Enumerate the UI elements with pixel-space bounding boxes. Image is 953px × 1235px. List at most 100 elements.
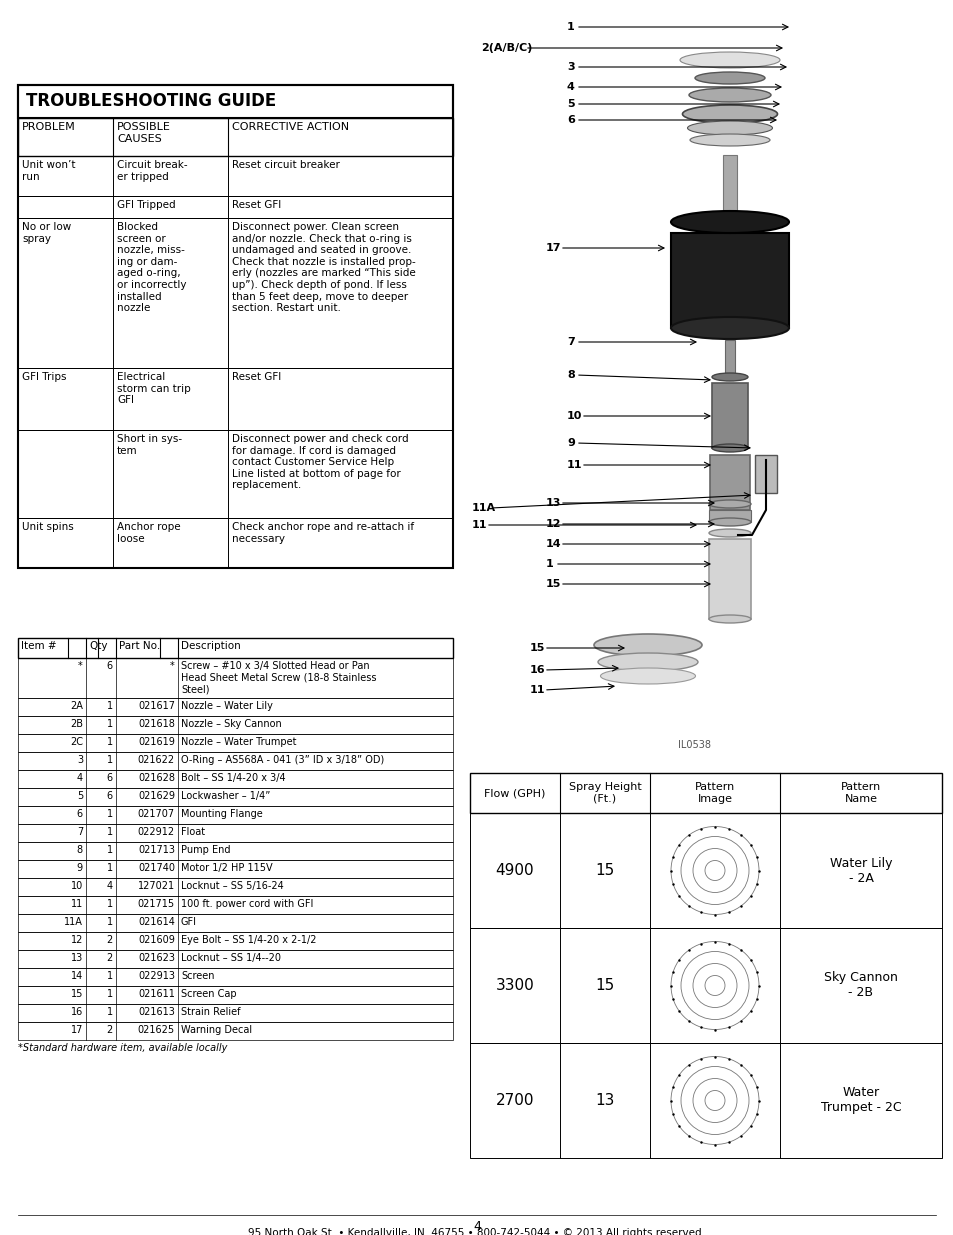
Text: 4900: 4900 — [496, 863, 534, 878]
Text: Eye Bolt – SS 1/4-20 x 2-1/2: Eye Bolt – SS 1/4-20 x 2-1/2 — [181, 935, 316, 945]
Text: 13: 13 — [71, 953, 83, 963]
Text: Nozzle – Sky Cannon: Nozzle – Sky Cannon — [181, 719, 281, 729]
Text: 1: 1 — [545, 559, 553, 569]
Bar — [18, 734, 453, 752]
Text: 3: 3 — [77, 755, 83, 764]
Text: 95 North Oak St. • Kendallville, IN  46755 • 800-742-5044 • © 2013 All rights re: 95 North Oak St. • Kendallville, IN 4675… — [248, 1228, 705, 1235]
Text: 1: 1 — [107, 719, 112, 729]
Ellipse shape — [687, 121, 772, 135]
Ellipse shape — [679, 52, 780, 68]
Text: 12: 12 — [71, 935, 83, 945]
Text: Part No.: Part No. — [119, 641, 160, 651]
Text: Lockwasher – 1/4”: Lockwasher – 1/4” — [181, 790, 270, 802]
Text: 021629: 021629 — [138, 790, 174, 802]
Text: 1: 1 — [107, 989, 112, 999]
Text: Warning Decal: Warning Decal — [181, 1025, 252, 1035]
Text: 3300: 3300 — [496, 978, 534, 993]
Ellipse shape — [708, 500, 750, 508]
Text: 3: 3 — [566, 62, 574, 72]
Ellipse shape — [670, 317, 788, 338]
Bar — [470, 927, 941, 1044]
Text: 127021: 127021 — [138, 881, 174, 890]
Ellipse shape — [708, 517, 750, 526]
Text: 021618: 021618 — [138, 719, 174, 729]
Ellipse shape — [598, 653, 698, 671]
Text: Bolt – SS 1/4-20 x 3/4: Bolt – SS 1/4-20 x 3/4 — [181, 773, 285, 783]
Ellipse shape — [711, 373, 747, 382]
Text: 15: 15 — [71, 989, 83, 999]
Text: 8: 8 — [566, 370, 574, 380]
Bar — [18, 658, 453, 698]
Text: 7: 7 — [76, 827, 83, 837]
Bar — [470, 773, 941, 813]
Ellipse shape — [689, 135, 769, 146]
Text: 11: 11 — [71, 899, 83, 909]
Text: *: * — [170, 661, 174, 671]
Bar — [709, 454, 749, 510]
Text: 12: 12 — [545, 519, 561, 529]
Bar — [18, 914, 453, 932]
Text: 021623: 021623 — [138, 953, 174, 963]
Bar — [18, 716, 453, 734]
Text: Mounting Flange: Mounting Flange — [181, 809, 262, 819]
Text: Nozzle – Water Lily: Nozzle – Water Lily — [181, 701, 273, 711]
Text: 100 ft. power cord with GFI: 100 ft. power cord with GFI — [181, 899, 313, 909]
Text: Motor 1/2 HP 115V: Motor 1/2 HP 115V — [181, 863, 273, 873]
Text: 4: 4 — [566, 82, 575, 91]
Text: 1: 1 — [107, 863, 112, 873]
Ellipse shape — [711, 445, 747, 452]
Text: Water
Trumpet - 2C: Water Trumpet - 2C — [820, 1087, 901, 1114]
Text: 2: 2 — [107, 1025, 112, 1035]
Text: Sky Cannon
- 2B: Sky Cannon - 2B — [823, 972, 897, 999]
Text: 021740: 021740 — [138, 863, 174, 873]
Bar — [722, 156, 737, 220]
Text: 021619: 021619 — [138, 737, 174, 747]
Text: Circuit break-
er tripped: Circuit break- er tripped — [117, 161, 188, 182]
Text: 15: 15 — [545, 579, 560, 589]
Text: Pump End: Pump End — [181, 845, 231, 855]
Text: 2: 2 — [107, 953, 112, 963]
Text: 021713: 021713 — [138, 845, 174, 855]
Text: 021622: 021622 — [138, 755, 174, 764]
Bar — [18, 806, 453, 824]
Text: 13: 13 — [545, 498, 560, 508]
Text: CORRECTIVE ACTION: CORRECTIVE ACTION — [232, 122, 349, 132]
Text: GFI Trips: GFI Trips — [22, 372, 67, 382]
Text: 11A: 11A — [64, 918, 83, 927]
Text: 4: 4 — [473, 1220, 480, 1233]
Text: Water Lily
- 2A: Water Lily - 2A — [829, 857, 891, 884]
Text: Description: Description — [181, 641, 240, 651]
Bar — [18, 638, 453, 658]
Text: 2700: 2700 — [496, 1093, 534, 1108]
Bar — [18, 897, 453, 914]
Bar — [18, 878, 453, 897]
Text: 7: 7 — [566, 337, 574, 347]
Text: 14: 14 — [545, 538, 561, 550]
Bar — [18, 698, 453, 716]
Text: 16: 16 — [71, 1007, 83, 1016]
Text: 1: 1 — [107, 701, 112, 711]
Text: 021614: 021614 — [138, 918, 174, 927]
Text: 11: 11 — [530, 685, 545, 695]
Bar — [670, 233, 788, 329]
Bar — [18, 842, 453, 860]
Text: 6: 6 — [107, 790, 112, 802]
Bar — [18, 950, 453, 968]
Text: 16: 16 — [530, 664, 545, 676]
Text: 1: 1 — [566, 22, 574, 32]
Bar — [18, 752, 453, 769]
Text: 6: 6 — [77, 809, 83, 819]
Text: 1: 1 — [107, 827, 112, 837]
Text: Nozzle – Water Trumpet: Nozzle – Water Trumpet — [181, 737, 296, 747]
Text: 17: 17 — [71, 1025, 83, 1035]
Bar — [18, 769, 453, 788]
Bar — [18, 85, 453, 119]
Text: 17: 17 — [545, 243, 561, 253]
Bar — [18, 156, 453, 196]
Text: 021609: 021609 — [138, 935, 174, 945]
Text: IL0538: IL0538 — [678, 740, 711, 750]
Ellipse shape — [695, 72, 764, 84]
Bar — [711, 383, 747, 448]
Text: 6: 6 — [107, 773, 112, 783]
Text: 4: 4 — [107, 881, 112, 890]
